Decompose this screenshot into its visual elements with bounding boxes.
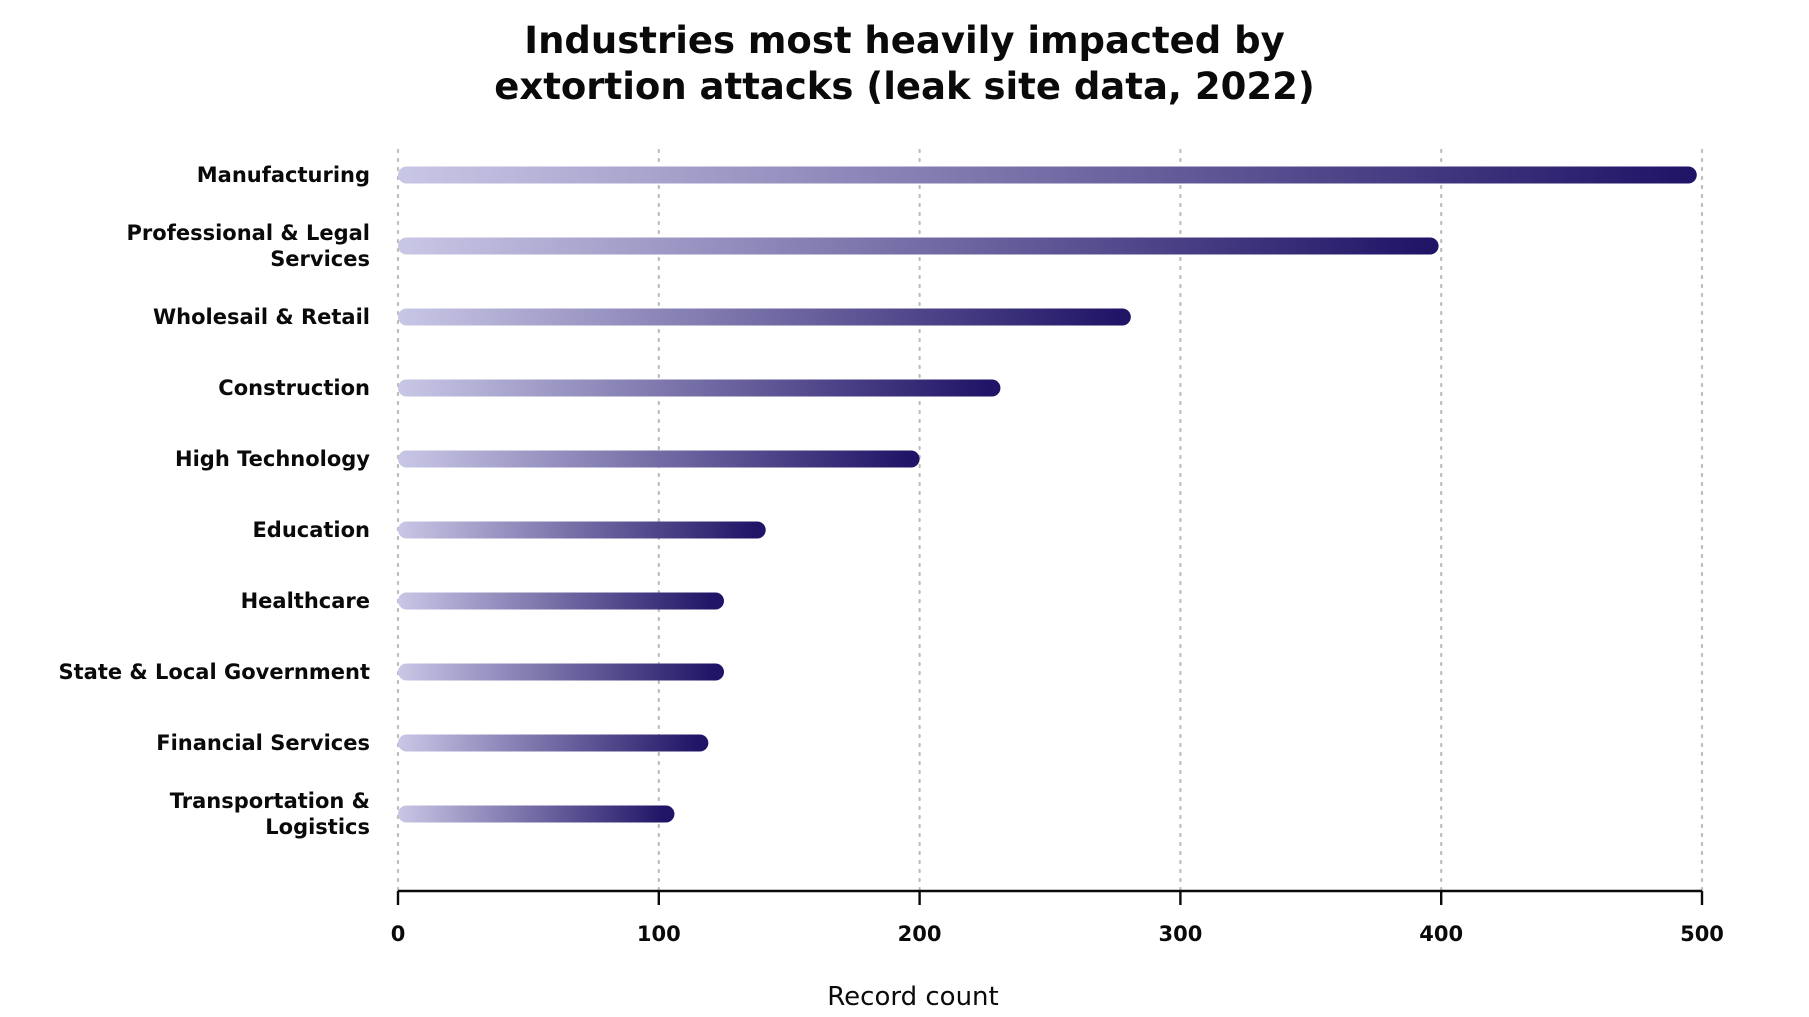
bar-1 xyxy=(398,237,1439,255)
x-tick-label-400: 400 xyxy=(1419,922,1463,946)
x-axis-title: Record count xyxy=(827,982,998,1012)
bar-5 xyxy=(398,521,766,539)
category-label-7: State & Local Government xyxy=(58,660,370,684)
bar-3 xyxy=(398,379,1001,397)
category-label-6: Healthcare xyxy=(241,589,370,613)
category-label-1-line-0: Professional & Legal xyxy=(127,221,370,245)
category-label-3: Construction xyxy=(218,376,370,400)
x-axis: 0 100 200 300 400 500 xyxy=(391,889,1724,946)
bar-0 xyxy=(398,166,1697,184)
grid-lines xyxy=(396,148,1704,893)
category-label-2: Wholesail & Retail xyxy=(153,305,370,329)
category-label-0: Manufacturing xyxy=(197,163,370,187)
category-label-4: High Technology xyxy=(175,447,370,471)
category-labels: Manufacturing Professional & LegalService… xyxy=(58,163,370,839)
x-tick-label-100: 100 xyxy=(637,922,681,946)
category-label-9-line-1: Logistics xyxy=(265,815,370,839)
x-tick-label-500: 500 xyxy=(1680,922,1724,946)
bar-6 xyxy=(398,592,724,610)
category-label-5: Education xyxy=(252,518,370,542)
bars xyxy=(398,166,1697,823)
bar-7 xyxy=(398,663,724,681)
chart-title: Industries most heavily impacted by exto… xyxy=(0,18,1809,110)
bar-8 xyxy=(398,734,709,752)
x-tick-label-300: 300 xyxy=(1158,922,1202,946)
category-label-9-line-0: Transportation & xyxy=(170,789,370,813)
x-tick-label-0: 0 xyxy=(391,922,406,946)
x-tick-label-200: 200 xyxy=(898,922,942,946)
bar-4 xyxy=(398,450,920,468)
bar-9 xyxy=(398,805,675,823)
category-label-8: Financial Services xyxy=(156,731,370,755)
bar-2 xyxy=(398,308,1131,326)
chart-title-line-2: extortion attacks (leak site data, 2022) xyxy=(494,65,1315,108)
category-label-1-line-1: Services xyxy=(270,247,370,271)
chart-title-line-1: Industries most heavily impacted by xyxy=(524,19,1285,62)
